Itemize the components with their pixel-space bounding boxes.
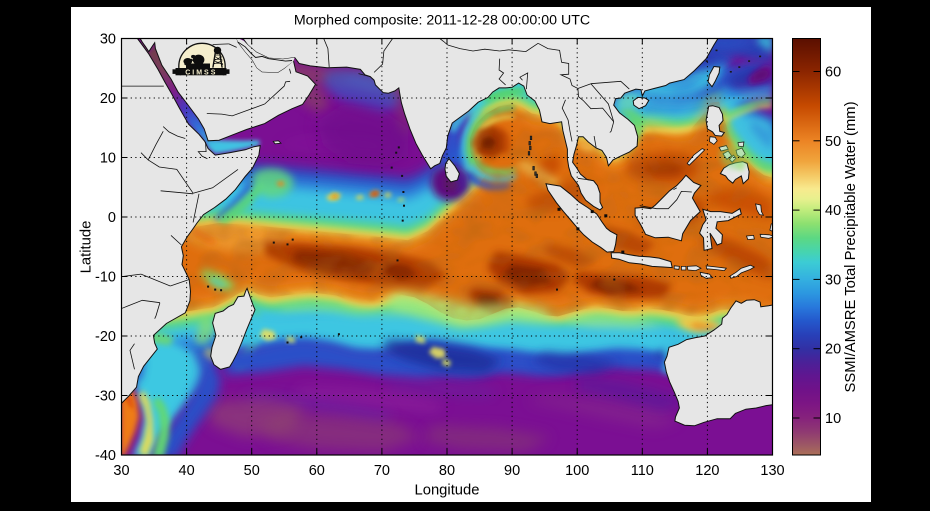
- svg-text:CIMSS: CIMSS: [185, 70, 217, 77]
- svg-text:110: 110: [631, 463, 654, 479]
- svg-text:50: 50: [244, 463, 260, 479]
- svg-text:0: 0: [108, 210, 116, 226]
- svg-text:10: 10: [100, 151, 116, 167]
- svg-text:30: 30: [113, 463, 129, 479]
- svg-text:30: 30: [825, 272, 841, 288]
- svg-text:-20: -20: [95, 329, 116, 345]
- svg-text:10: 10: [825, 411, 841, 427]
- svg-text:Longitude: Longitude: [414, 483, 479, 499]
- svg-text:70: 70: [374, 463, 390, 479]
- svg-text:100: 100: [565, 463, 589, 479]
- svg-text:130: 130: [760, 463, 784, 479]
- svg-text:-10: -10: [95, 270, 116, 286]
- svg-text:120: 120: [695, 463, 719, 479]
- svg-text:-30: -30: [95, 389, 116, 405]
- svg-text:50: 50: [825, 134, 841, 150]
- svg-text:Morphed composite: 2011-12-28: Morphed composite: 2011-12-28 00:00:00 U…: [294, 12, 590, 28]
- svg-text:SSMI/AMSRE Total Precipitable: SSMI/AMSRE Total Precipitable Water (mm): [843, 101, 859, 392]
- svg-text:-40: -40: [95, 448, 116, 464]
- svg-text:60: 60: [309, 463, 325, 479]
- svg-text:40: 40: [179, 463, 195, 479]
- svg-text:30: 30: [100, 32, 116, 48]
- svg-text:20: 20: [825, 342, 841, 358]
- svg-text:20: 20: [100, 91, 116, 107]
- svg-text:40: 40: [825, 203, 841, 219]
- svg-text:60: 60: [825, 65, 841, 81]
- svg-text:90: 90: [504, 463, 520, 479]
- svg-text:80: 80: [439, 463, 455, 479]
- svg-text:Latitude: Latitude: [79, 221, 95, 274]
